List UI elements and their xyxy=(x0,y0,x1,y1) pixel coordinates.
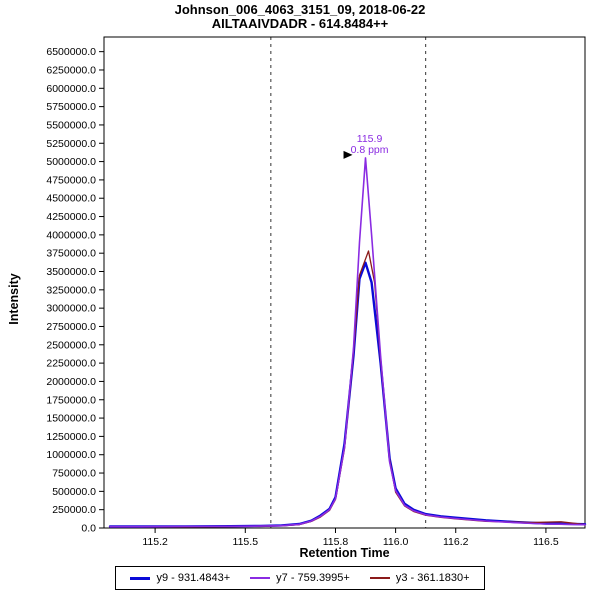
chromatogram-trace-y7 xyxy=(109,157,586,528)
legend-line-swatch xyxy=(250,577,271,579)
legend-box: y9 - 931.4843+ y7 - 759.3995+ y3 - 361.183… xyxy=(115,566,485,590)
y-tick-label: 3500000.0 xyxy=(46,266,96,278)
y-tick-label: 1750000.0 xyxy=(46,394,96,406)
legend-label: y9 - 931.4843+ xyxy=(156,572,231,584)
y-tick-label: 4000000.0 xyxy=(46,229,96,241)
chromatogram-trace-y3 xyxy=(109,250,586,528)
y-tick-label: 3250000.0 xyxy=(46,284,96,296)
y-tick-label: 5500000.0 xyxy=(46,119,96,131)
y-tick-label: 1500000.0 xyxy=(46,413,96,425)
y-axis-title: Intensity xyxy=(7,273,21,325)
y-tick-label: 3000000.0 xyxy=(46,303,96,315)
y-tick-label: 250000.0 xyxy=(52,504,96,516)
x-tick-label: 116.5 xyxy=(533,536,559,548)
chart-subtitle: AILTAAIVDADR - 614.8484++ xyxy=(211,16,389,31)
y-tick-label: 3750000.0 xyxy=(46,248,96,260)
y-tick-label: 6000000.0 xyxy=(46,83,96,95)
legend: y9 - 931.4843+ y7 - 759.3995+ y3 - 361.183… xyxy=(0,566,600,590)
legend-item-y7: y7 - 759.3995+ xyxy=(250,572,350,584)
y-tick-label: 0.0 xyxy=(81,523,96,535)
peak-rt-annotation: 115.9 xyxy=(357,133,383,145)
y-tick-label: 2250000.0 xyxy=(46,358,96,370)
y-tick-label: 750000.0 xyxy=(52,468,96,480)
x-tick-label: 115.5 xyxy=(233,536,259,548)
chromatogram-trace-y9 xyxy=(108,261,587,528)
chart-title: Johnson_006_4063_3151_09, 2018-06-22 xyxy=(174,2,426,17)
y-tick-label: 6500000.0 xyxy=(46,46,96,58)
y-tick-label: 4500000.0 xyxy=(46,193,96,205)
peak-ppm-annotation: 0.8 ppm xyxy=(351,144,389,156)
plot-border xyxy=(103,36,586,529)
y-tick-label: 4750000.0 xyxy=(46,174,96,186)
y-tick-label: 5250000.0 xyxy=(46,138,96,150)
y-tick-label: 2000000.0 xyxy=(46,376,96,388)
x-axis-title: Retention Time xyxy=(299,546,390,560)
y-tick-label: 5750000.0 xyxy=(46,101,96,113)
y-tick-label: 1000000.0 xyxy=(46,449,96,461)
x-tick-label: 116.2 xyxy=(443,536,469,548)
y-tick-label: 6250000.0 xyxy=(46,64,96,76)
x-tick-label: 116.0 xyxy=(383,536,409,548)
legend-line-swatch xyxy=(369,577,390,579)
x-tick-label: 115.2 xyxy=(142,536,168,548)
legend-label: y7 - 759.3995+ xyxy=(276,572,350,584)
y-tick-label: 500000.0 xyxy=(52,486,96,498)
peak-pointer-arrow-icon xyxy=(343,150,353,159)
legend-item-y3: y3 - 361.1830+ xyxy=(369,572,470,584)
y-tick-label: 2500000.0 xyxy=(46,339,96,351)
legend-label: y3 - 361.1830+ xyxy=(395,572,470,584)
y-tick-label: 1250000.0 xyxy=(46,431,96,443)
legend-line-swatch xyxy=(130,576,151,580)
y-tick-label: 2750000.0 xyxy=(46,321,96,333)
legend-item-y9: y9 - 931.4843+ xyxy=(130,572,230,584)
y-tick-label: 4250000.0 xyxy=(46,211,96,223)
y-tick-label: 5000000.0 xyxy=(46,156,96,168)
x-tick-label: 115.8 xyxy=(323,536,349,548)
